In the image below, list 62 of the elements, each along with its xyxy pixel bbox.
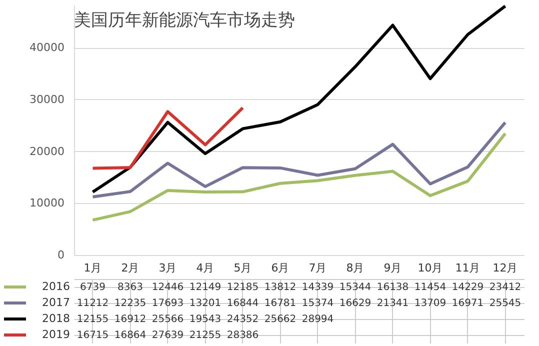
data-label: 8363 xyxy=(118,282,143,293)
data-label: 16971 xyxy=(452,298,484,309)
chart-title: 美国历年新能源汽车市场走势 xyxy=(74,10,296,31)
x-tick-label: 11月 xyxy=(455,262,480,274)
line-series xyxy=(91,132,507,222)
data-label: 27639 xyxy=(152,330,184,341)
y-tick-label: 30000 xyxy=(30,92,64,106)
data-label: 16629 xyxy=(339,298,372,309)
legend-label: 2019 xyxy=(42,328,70,341)
y-tick-label: 0 xyxy=(58,248,64,262)
x-tick-label: 10月 xyxy=(418,262,443,274)
data-label: 6739 xyxy=(80,282,106,293)
data-label: 15374 xyxy=(302,298,334,309)
data-label: 14339 xyxy=(302,282,334,293)
data-label: 12149 xyxy=(189,282,222,293)
legend-label: 2018 xyxy=(42,312,70,325)
x-tick-label: 2月 xyxy=(121,262,140,274)
data-label: 28386 xyxy=(226,330,259,341)
x-tick-label: 4月 xyxy=(196,262,214,274)
data-label: 14229 xyxy=(452,282,484,293)
line-series xyxy=(91,106,244,170)
data-label: 12155 xyxy=(76,314,109,325)
data-label: 16844 xyxy=(226,298,259,309)
line-series xyxy=(91,121,507,198)
data-label: 25566 xyxy=(152,314,184,325)
data-label: 28994 xyxy=(302,314,334,325)
data-label: 16138 xyxy=(376,282,409,293)
data-label: 17693 xyxy=(152,298,184,309)
data-label: 15344 xyxy=(339,282,372,293)
y-tick-label: 10000 xyxy=(30,196,64,210)
legend-label: 2017 xyxy=(42,296,70,309)
y-tick-label: 20000 xyxy=(30,144,64,158)
data-label: 23412 xyxy=(489,282,522,293)
data-label: 25545 xyxy=(489,298,522,309)
y-tick-label: 40000 xyxy=(30,41,64,54)
x-tick-label: 1月 xyxy=(84,262,102,274)
data-label: 12235 xyxy=(114,298,146,309)
x-tick-label: 5月 xyxy=(234,262,252,274)
data-label: 16864 xyxy=(114,330,146,341)
data-label: 11212 xyxy=(76,298,109,309)
x-tick-label: 9月 xyxy=(384,262,402,274)
data-label: 19543 xyxy=(189,314,222,325)
data-label: 13201 xyxy=(189,298,222,309)
data-label: 11454 xyxy=(414,282,446,293)
x-tick-label: 3月 xyxy=(158,262,177,274)
x-tick-label: 7月 xyxy=(308,262,327,274)
x-tick-label: 12月 xyxy=(492,262,518,274)
line-series xyxy=(91,4,507,194)
data-label: 24352 xyxy=(226,314,259,325)
data-label: 13709 xyxy=(414,298,446,309)
x-tick-label: 6月 xyxy=(271,262,290,274)
data-label: 16912 xyxy=(114,314,146,325)
data-label: 12446 xyxy=(152,282,184,293)
data-label: 25662 xyxy=(264,314,296,325)
data-label: 21341 xyxy=(376,298,409,309)
legend-label: 2016 xyxy=(42,280,70,293)
data-label: 16781 xyxy=(264,298,296,309)
x-tick-label: 8月 xyxy=(346,262,364,274)
data-label: 16715 xyxy=(76,330,109,341)
data-label: 21255 xyxy=(189,330,222,341)
data-label: 12185 xyxy=(226,282,259,293)
data-label: 13812 xyxy=(264,282,296,293)
